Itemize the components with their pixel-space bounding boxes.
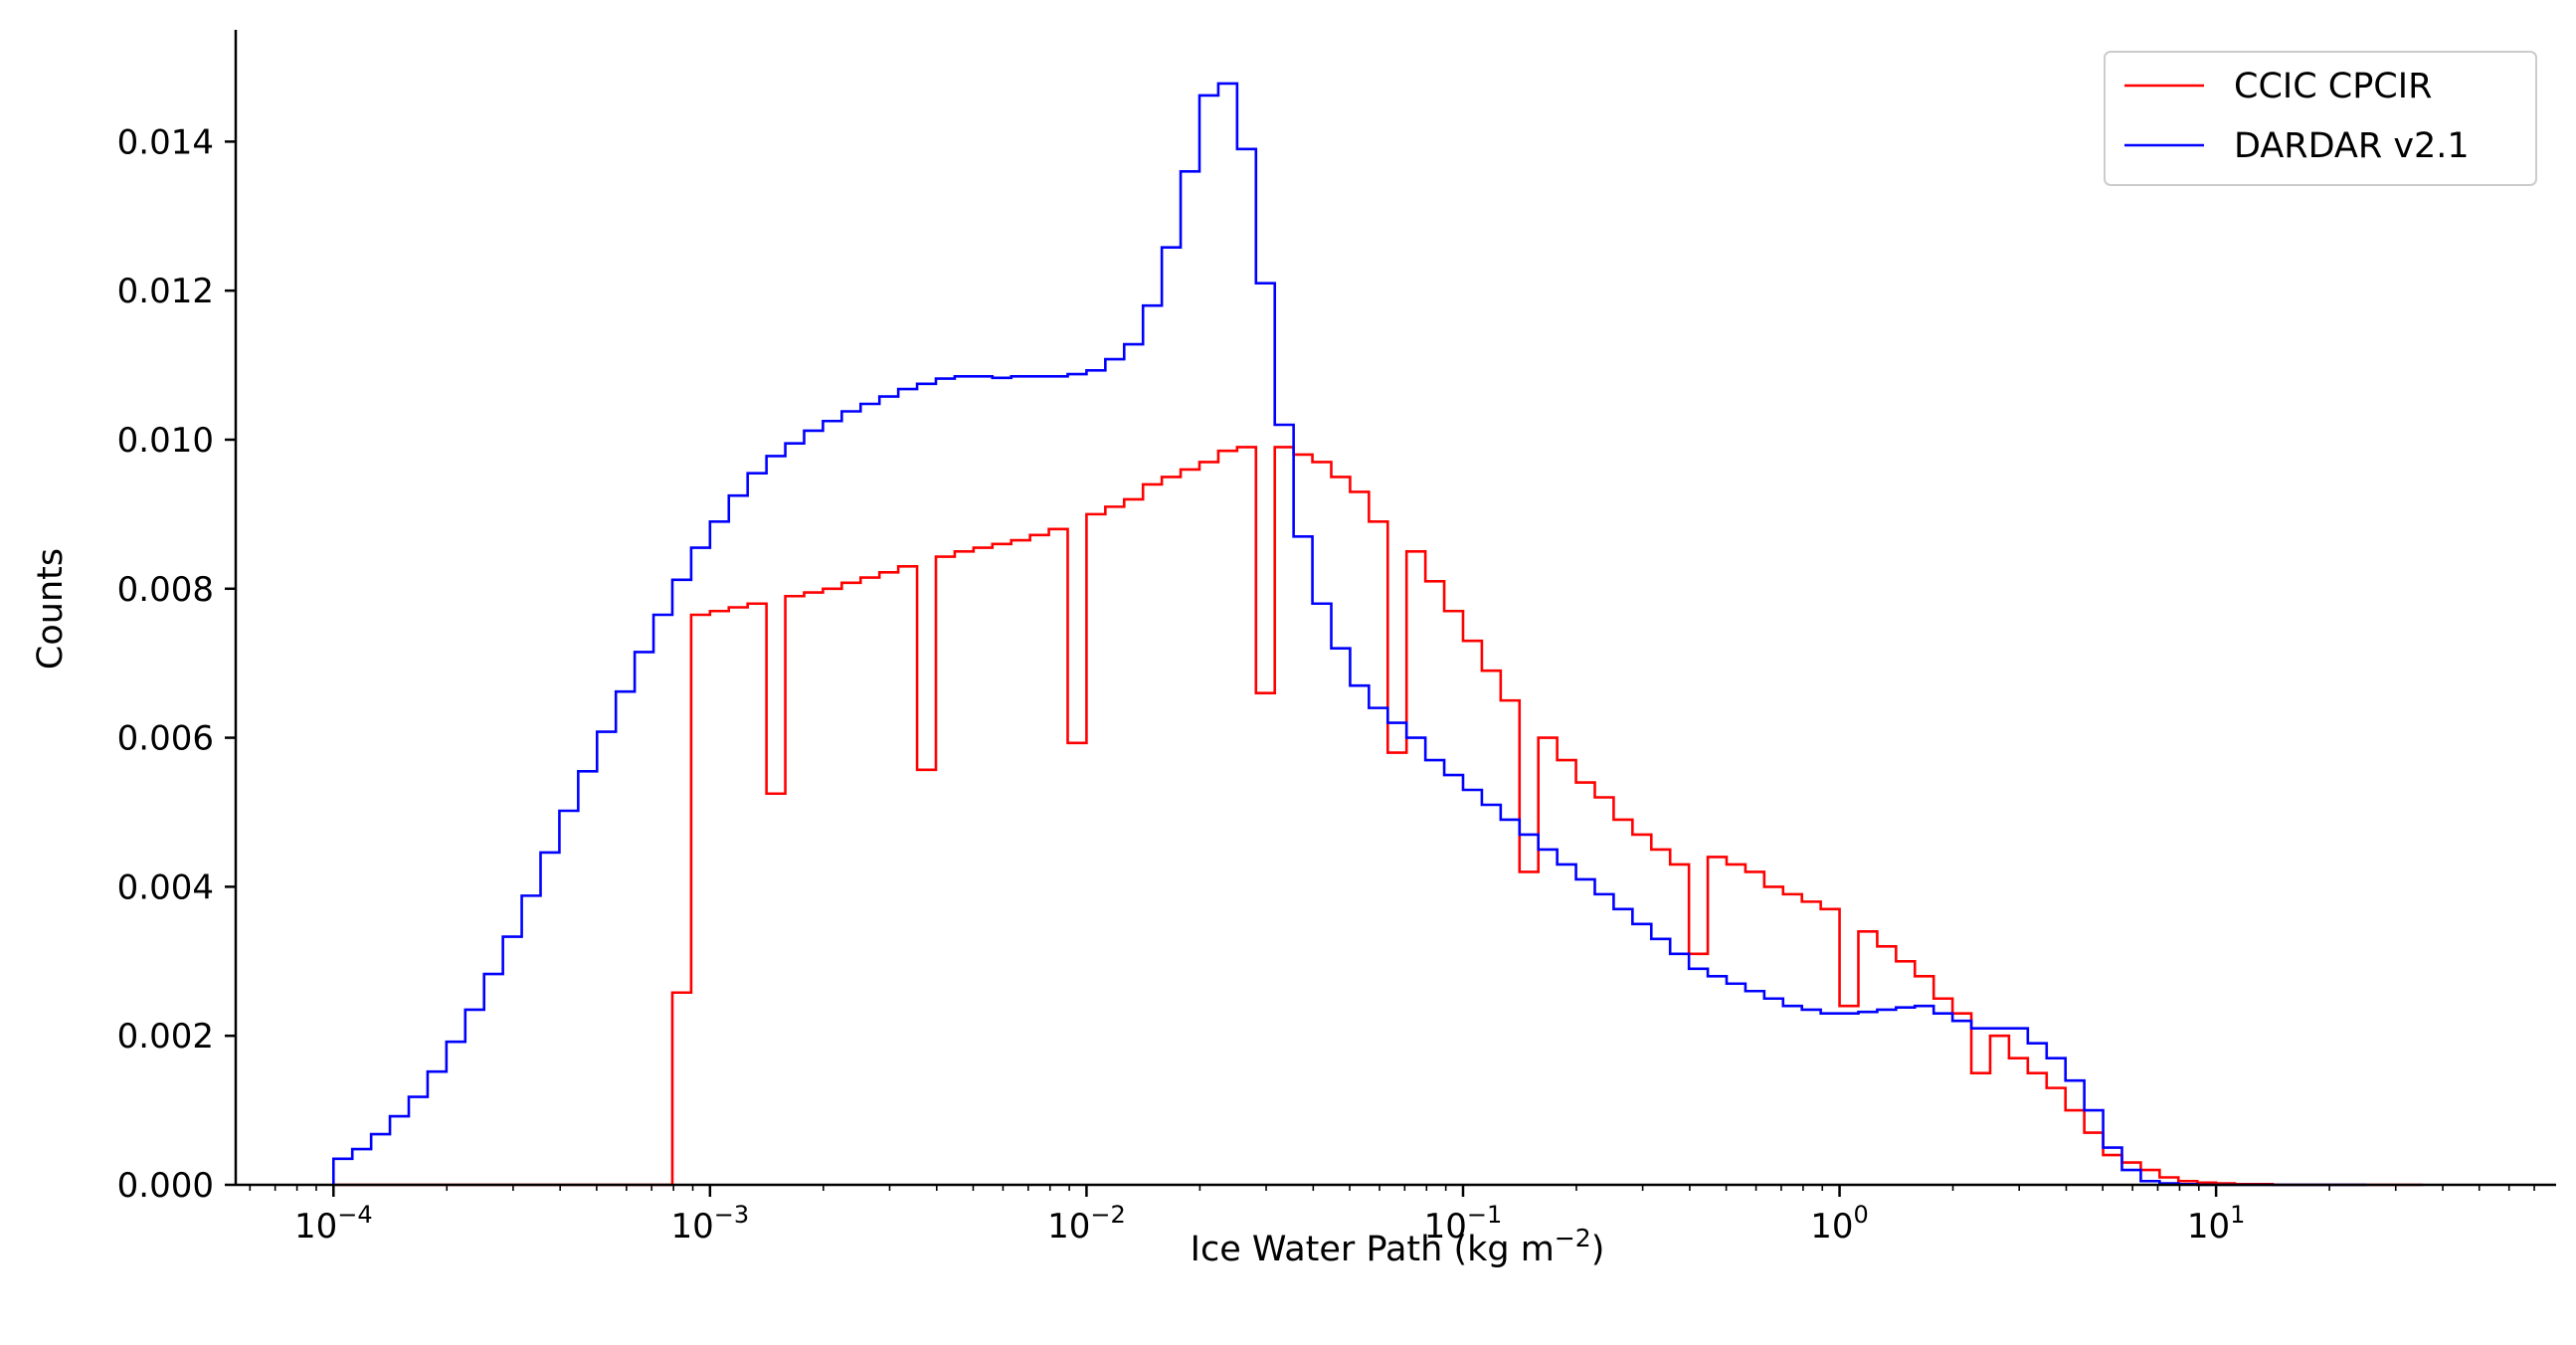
x-tick-label: 10−1 bbox=[1424, 1201, 1503, 1247]
legend-label-ccic: CCIC CPCIR bbox=[2234, 67, 2432, 106]
y-tick-label: 0.006 bbox=[117, 719, 214, 759]
legend-label-dardar: DARDAR v2.1 bbox=[2234, 126, 2470, 166]
y-tick-label: 0.012 bbox=[117, 272, 214, 311]
y-tick-label: 0.002 bbox=[117, 1017, 214, 1057]
x-tick-label: 10−3 bbox=[671, 1201, 750, 1247]
y-axis-title: Counts bbox=[31, 548, 71, 670]
x-tick-label: 10−2 bbox=[1047, 1201, 1126, 1247]
y-axis-ticks: 0.000 0.002 0.004 0.006 0.008 0.010 0.012 0.014 bbox=[117, 122, 236, 1206]
series-dardar-line bbox=[331, 82, 2367, 1187]
y-tick-label: 0.010 bbox=[117, 421, 214, 461]
y-tick-label: 0.004 bbox=[117, 867, 214, 907]
legend-box bbox=[2104, 51, 2537, 186]
x-tick-label: 101 bbox=[2187, 1201, 2246, 1247]
x-tick-label: 10−4 bbox=[294, 1201, 373, 1247]
series-ccic-cpcir-line bbox=[333, 446, 2424, 1187]
x-axis-title: Ice Water Path (kg m−2) bbox=[1191, 1224, 1605, 1269]
x-axis-ticks: 10−4 10−3 10−2 10−1 100 101 bbox=[249, 1185, 2535, 1247]
y-tick-label: 0.008 bbox=[117, 570, 214, 610]
y-tick-label: 0.000 bbox=[117, 1166, 214, 1206]
histogram-series bbox=[331, 82, 2424, 1187]
y-tick-label: 0.014 bbox=[117, 122, 214, 162]
x-tick-label: 100 bbox=[1810, 1201, 1869, 1247]
legend: CCIC CPCIR DARDAR v2.1 bbox=[2104, 51, 2537, 186]
